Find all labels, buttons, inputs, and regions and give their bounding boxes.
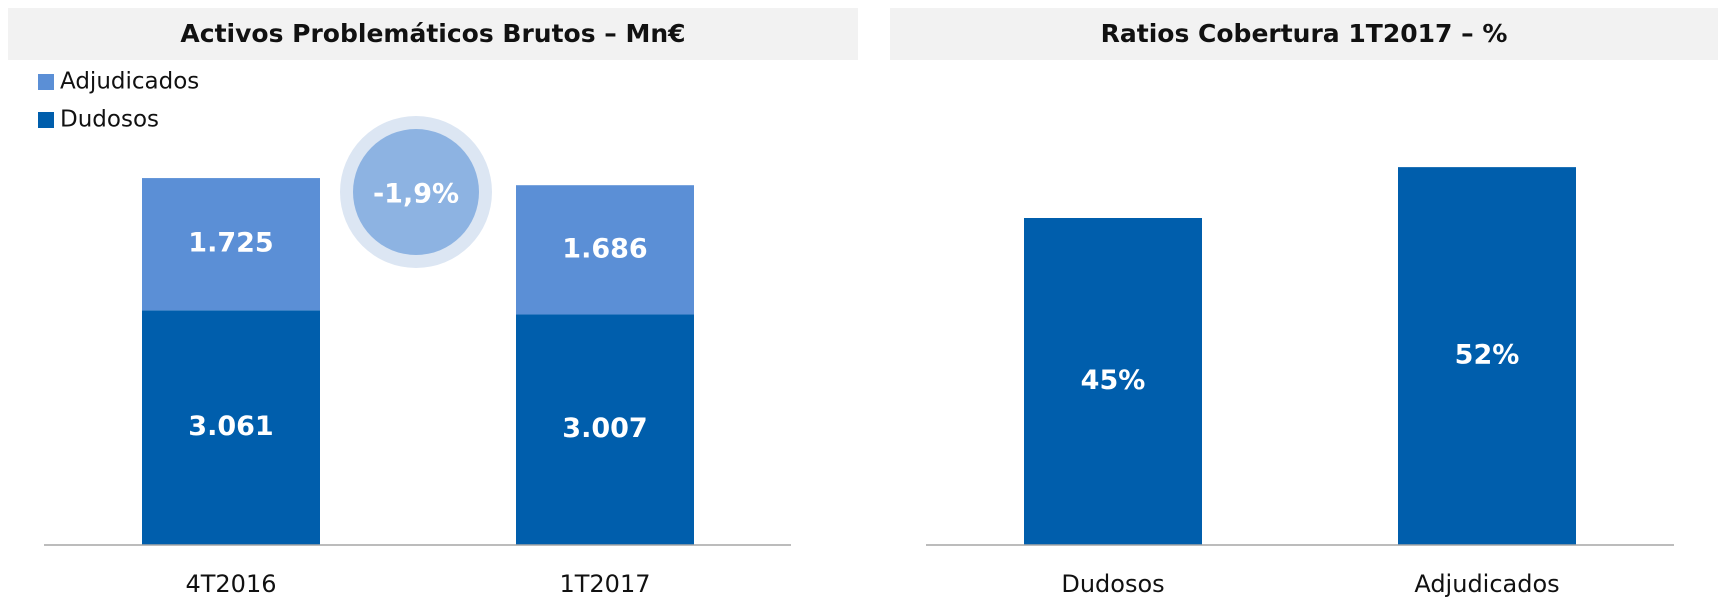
data-label: 1.686 [562, 233, 647, 264]
data-label: 3.007 [562, 413, 647, 444]
x-tick-label: Adjudicados [1414, 570, 1559, 598]
data-label: 1.725 [188, 228, 273, 259]
x-tick-label: Dudosos [1061, 570, 1164, 598]
data-label: 3.061 [188, 411, 273, 442]
bar-segment [142, 178, 320, 311]
annotation: -1,9% [373, 179, 459, 210]
bar-segment [142, 310, 320, 545]
header-bg [8, 8, 858, 60]
bar [1398, 167, 1576, 545]
x-tick-label: 4T2016 [185, 570, 276, 598]
legend-label: Adjudicados [60, 69, 199, 95]
header-bg [890, 8, 1718, 60]
x-tick-label: 1T2017 [559, 570, 650, 598]
legend-label: Dudosos [60, 107, 159, 133]
annotation-circle [353, 129, 479, 255]
bar-segment [516, 185, 694, 315]
bar-segment [516, 314, 694, 545]
chart-title: Activos Problemáticos Brutos – Mn€ [180, 19, 685, 48]
data-label: 45% [1081, 365, 1146, 396]
data-label: 52% [1455, 340, 1520, 371]
bar [1024, 218, 1202, 545]
chart-title: Ratios Cobertura 1T2017 – % [1101, 19, 1508, 48]
legend-swatch [38, 74, 54, 90]
legend-swatch [38, 112, 54, 128]
